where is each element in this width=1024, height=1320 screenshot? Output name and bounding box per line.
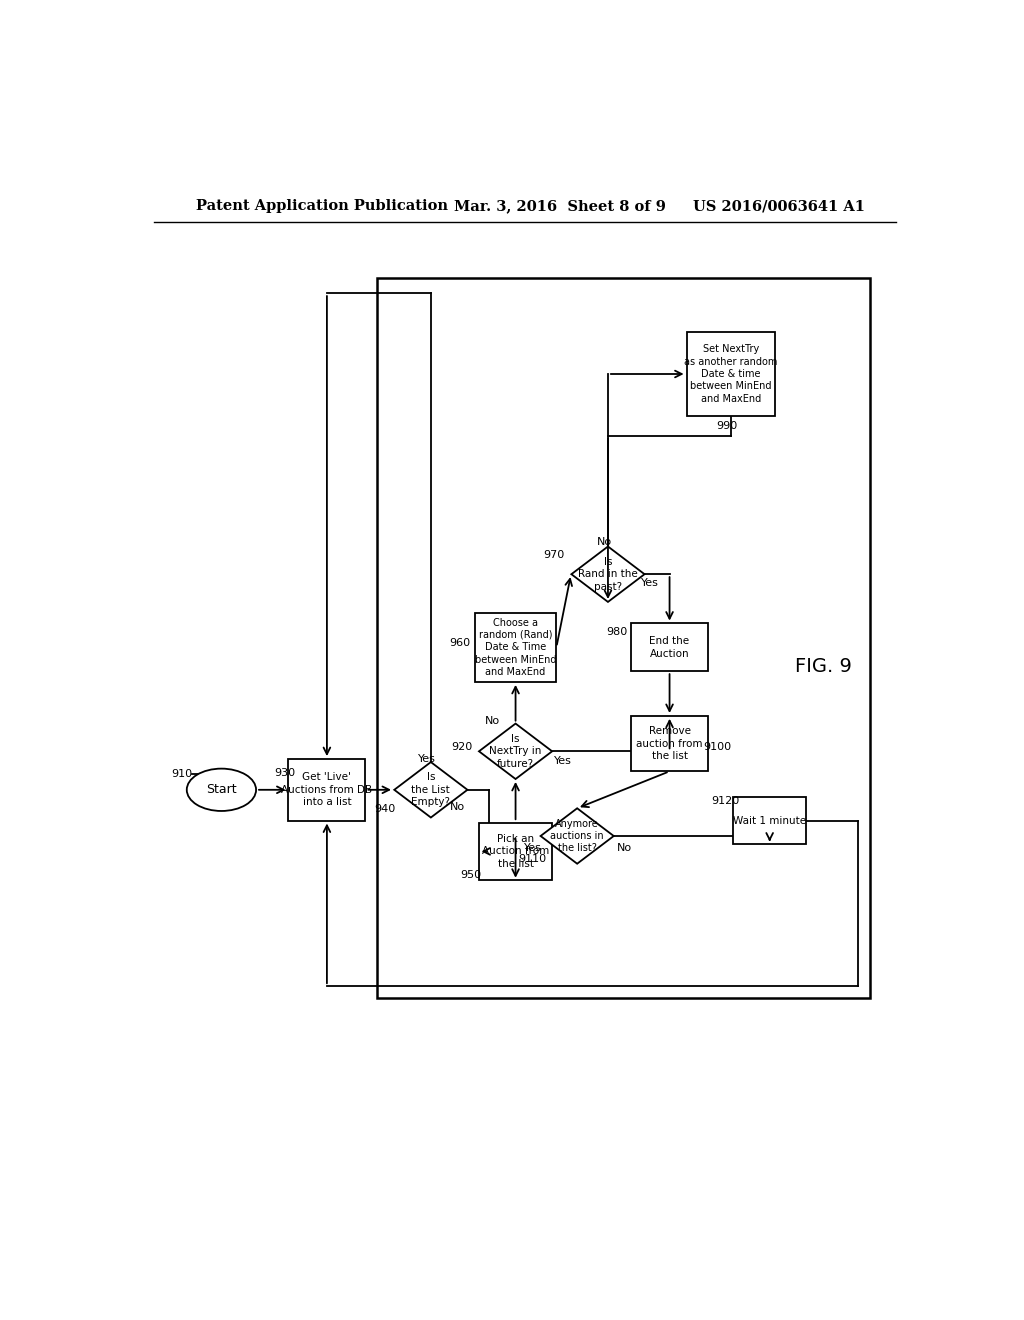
Text: 930: 930 xyxy=(274,768,295,777)
Text: No: No xyxy=(597,537,611,546)
Text: Yes: Yes xyxy=(641,578,659,589)
Text: US 2016/0063641 A1: US 2016/0063641 A1 xyxy=(692,199,864,213)
Polygon shape xyxy=(394,762,467,817)
Text: Start: Start xyxy=(206,783,237,796)
Text: Choose a
random (Rand)
Date & Time
between MinEnd
and MaxEnd: Choose a random (Rand) Date & Time betwe… xyxy=(475,618,556,677)
Text: No: No xyxy=(451,801,465,812)
Polygon shape xyxy=(479,723,552,779)
Text: 970: 970 xyxy=(544,550,564,560)
Text: Yes: Yes xyxy=(554,755,572,766)
Text: 980: 980 xyxy=(606,627,628,638)
Text: Remove
auction from
the list: Remove auction from the list xyxy=(636,726,702,762)
Bar xyxy=(475,612,556,682)
Text: Set NextTry
as another random
Date & time
between MinEnd
and MaxEnd: Set NextTry as another random Date & tim… xyxy=(684,345,778,404)
Bar xyxy=(631,715,708,771)
Text: Anymore
auctions in
the list?: Anymore auctions in the list? xyxy=(550,818,604,854)
Text: Is
NextTry in
future?: Is NextTry in future? xyxy=(489,734,542,768)
Text: 920: 920 xyxy=(451,742,472,752)
Bar xyxy=(479,822,552,880)
Text: 960: 960 xyxy=(450,639,471,648)
Polygon shape xyxy=(571,546,644,602)
Text: Get 'Live'
Auctions from DB
into a list: Get 'Live' Auctions from DB into a list xyxy=(282,772,373,808)
Text: 950: 950 xyxy=(461,870,481,879)
Text: 9110: 9110 xyxy=(518,854,547,865)
Bar xyxy=(289,759,366,821)
Polygon shape xyxy=(541,808,613,863)
Text: End the
Auction: End the Auction xyxy=(649,636,689,659)
Text: Patent Application Publication: Patent Application Publication xyxy=(196,199,449,213)
Text: Mar. 3, 2016  Sheet 8 of 9: Mar. 3, 2016 Sheet 8 of 9 xyxy=(454,199,666,213)
Text: Is
Rand in the
past?: Is Rand in the past? xyxy=(579,557,638,591)
Text: 9100: 9100 xyxy=(703,742,731,752)
Bar xyxy=(377,277,869,998)
Bar xyxy=(733,797,806,845)
Text: Wait 1 minute: Wait 1 minute xyxy=(733,816,806,825)
Bar xyxy=(631,623,708,671)
Text: Yes: Yes xyxy=(418,754,436,764)
Text: 990: 990 xyxy=(717,421,738,432)
Ellipse shape xyxy=(186,768,256,810)
Text: Yes: Yes xyxy=(523,842,542,853)
Text: 9120: 9120 xyxy=(711,796,739,807)
Text: 940: 940 xyxy=(374,804,395,814)
Text: Is
the List
Empty?: Is the List Empty? xyxy=(412,772,451,808)
Text: Pick an
Auction from
the list: Pick an Auction from the list xyxy=(482,834,549,869)
Text: FIG. 9: FIG. 9 xyxy=(795,657,852,676)
Bar xyxy=(687,331,775,416)
Text: 910: 910 xyxy=(171,770,191,779)
Text: No: No xyxy=(617,842,633,853)
Text: No: No xyxy=(485,715,500,726)
